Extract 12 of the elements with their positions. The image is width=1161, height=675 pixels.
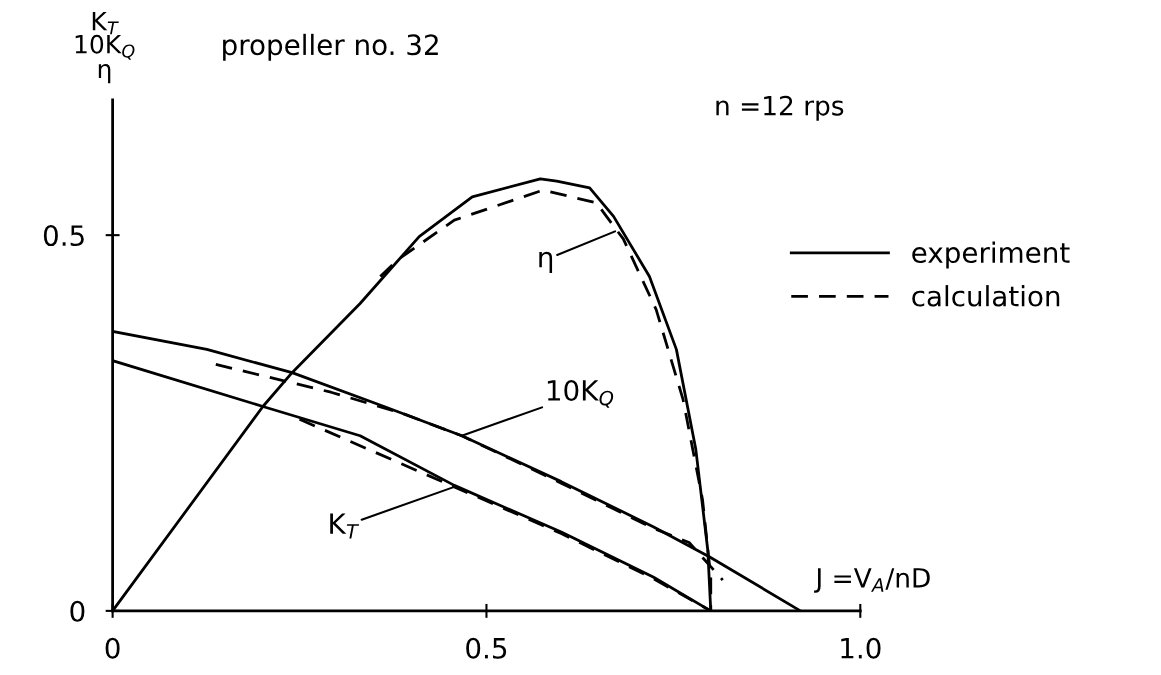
x-tick-label: 0: [105, 637, 120, 659]
legend-label: experiment: [912, 241, 1070, 269]
x-axis-title: J =V$_{A}$/nD: [814, 568, 930, 593]
annotation: n =12 rps: [716, 95, 844, 121]
annotation: η: [539, 251, 553, 274]
x-tick-label: 1.0: [841, 637, 881, 659]
legend-label: calculation: [912, 285, 1060, 307]
y-axis-title: K$_{T}$ 10K$_{Q}$ η: [75, 12, 135, 84]
annotation: 10K$_{Q}$: [547, 379, 614, 408]
x-tick-label: 0.5: [466, 637, 507, 659]
chart-title: propeller no. 32: [223, 33, 438, 61]
annotation: K$_{T}$: [330, 513, 360, 539]
